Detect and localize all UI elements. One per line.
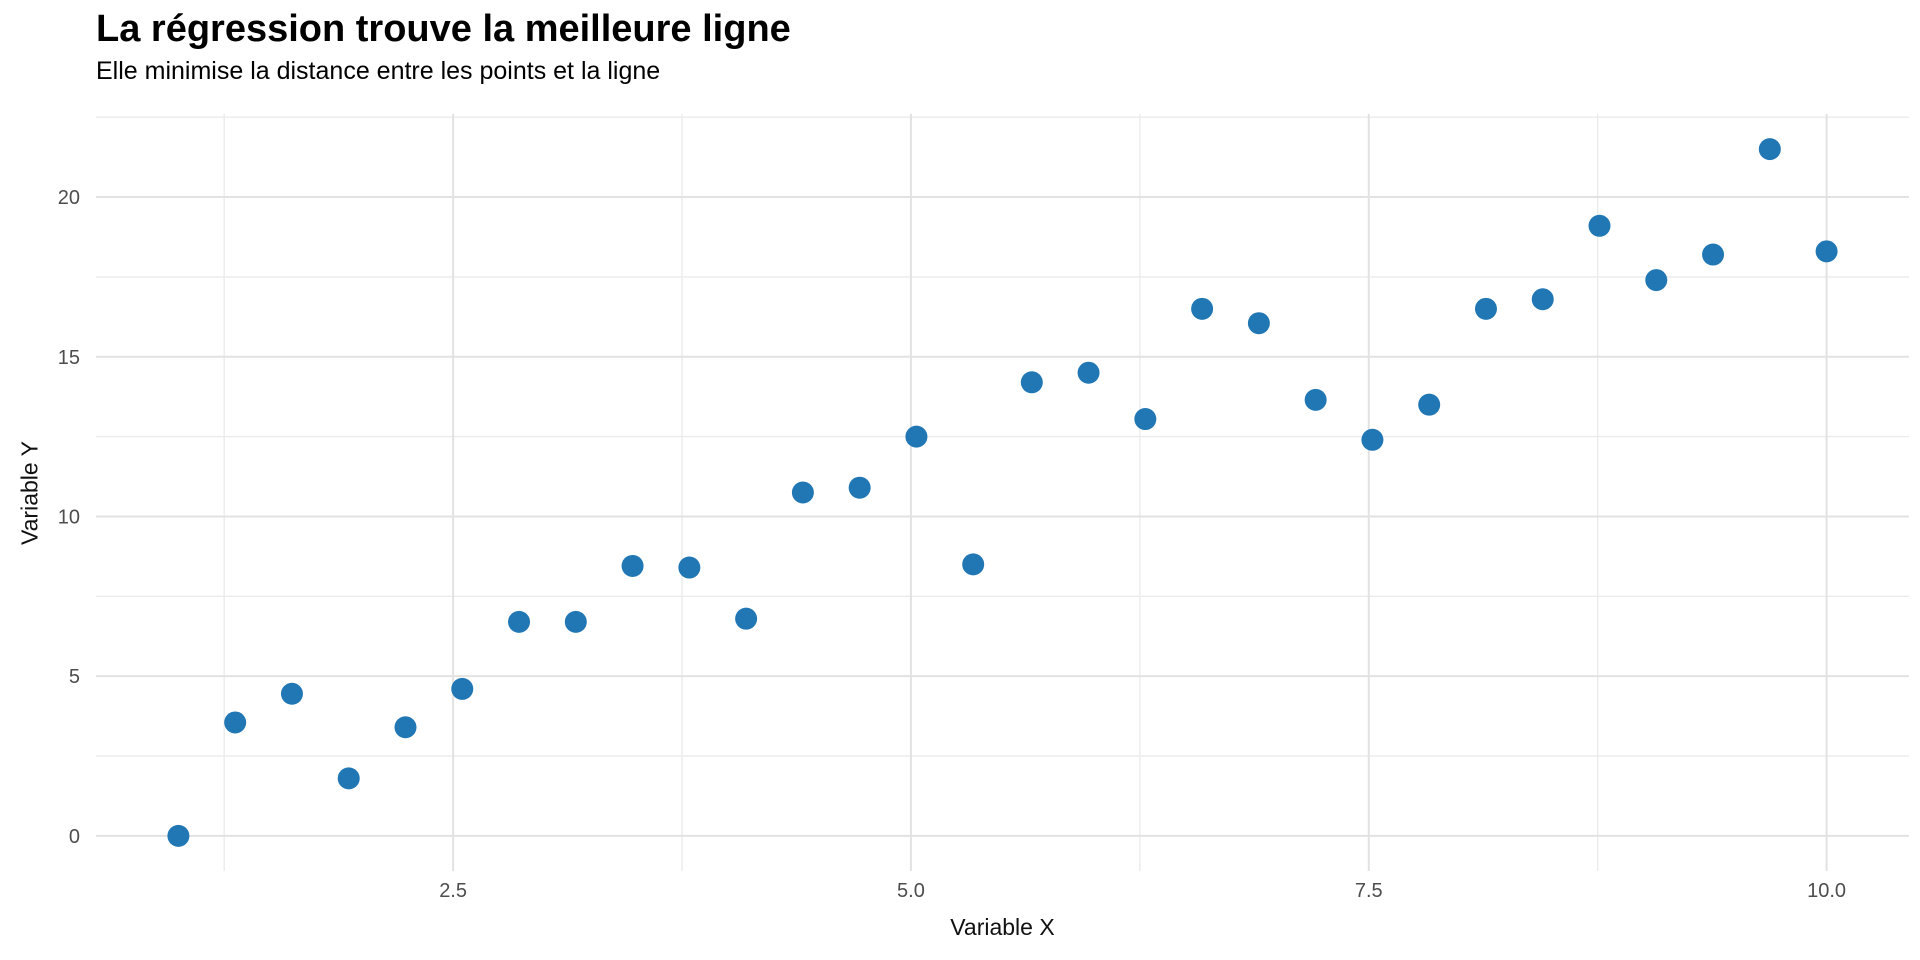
data-point <box>1418 393 1441 416</box>
data-point <box>337 767 360 790</box>
data-point <box>1815 240 1838 263</box>
data-point <box>280 682 303 705</box>
data-point <box>1645 269 1668 292</box>
data-point <box>735 607 758 630</box>
y-tick-label: 5 <box>69 666 80 688</box>
data-point <box>564 610 587 633</box>
x-tick-label: 2.5 <box>439 880 467 902</box>
y-tick-label: 0 <box>69 826 80 848</box>
data-point <box>1702 243 1725 266</box>
data-point <box>1247 312 1270 335</box>
data-point <box>394 716 417 739</box>
data-point <box>1588 214 1611 237</box>
data-point <box>905 425 928 448</box>
data-point <box>1758 138 1781 161</box>
x-axis-title: Variable X <box>950 914 1055 940</box>
data-point <box>791 481 814 504</box>
x-tick-label: 5.0 <box>897 880 925 902</box>
data-point <box>508 610 531 633</box>
x-tick-label: 7.5 <box>1355 880 1383 902</box>
x-tick-label: 10.0 <box>1807 880 1846 902</box>
data-point <box>1134 408 1157 431</box>
data-point <box>224 711 247 734</box>
data-point <box>678 556 701 579</box>
data-point <box>962 553 985 576</box>
chart-subtitle: Elle minimise la distance entre les poin… <box>96 57 661 85</box>
y-axis-title: Variable Y <box>16 441 43 545</box>
data-point <box>1304 388 1327 411</box>
y-tick-label: 15 <box>58 347 80 369</box>
data-point <box>1077 361 1100 384</box>
data-point <box>1474 297 1497 320</box>
data-point <box>167 824 190 847</box>
data-point <box>1361 428 1384 451</box>
data-point <box>621 554 644 577</box>
y-tick-label: 10 <box>58 506 80 528</box>
y-tick-label: 20 <box>58 187 80 209</box>
data-point <box>451 677 474 700</box>
chart-title: La régression trouve la meilleure ligne <box>96 8 791 50</box>
data-point <box>1531 288 1554 311</box>
data-point <box>848 476 871 499</box>
data-point <box>1020 371 1043 394</box>
data-point <box>1191 297 1214 320</box>
